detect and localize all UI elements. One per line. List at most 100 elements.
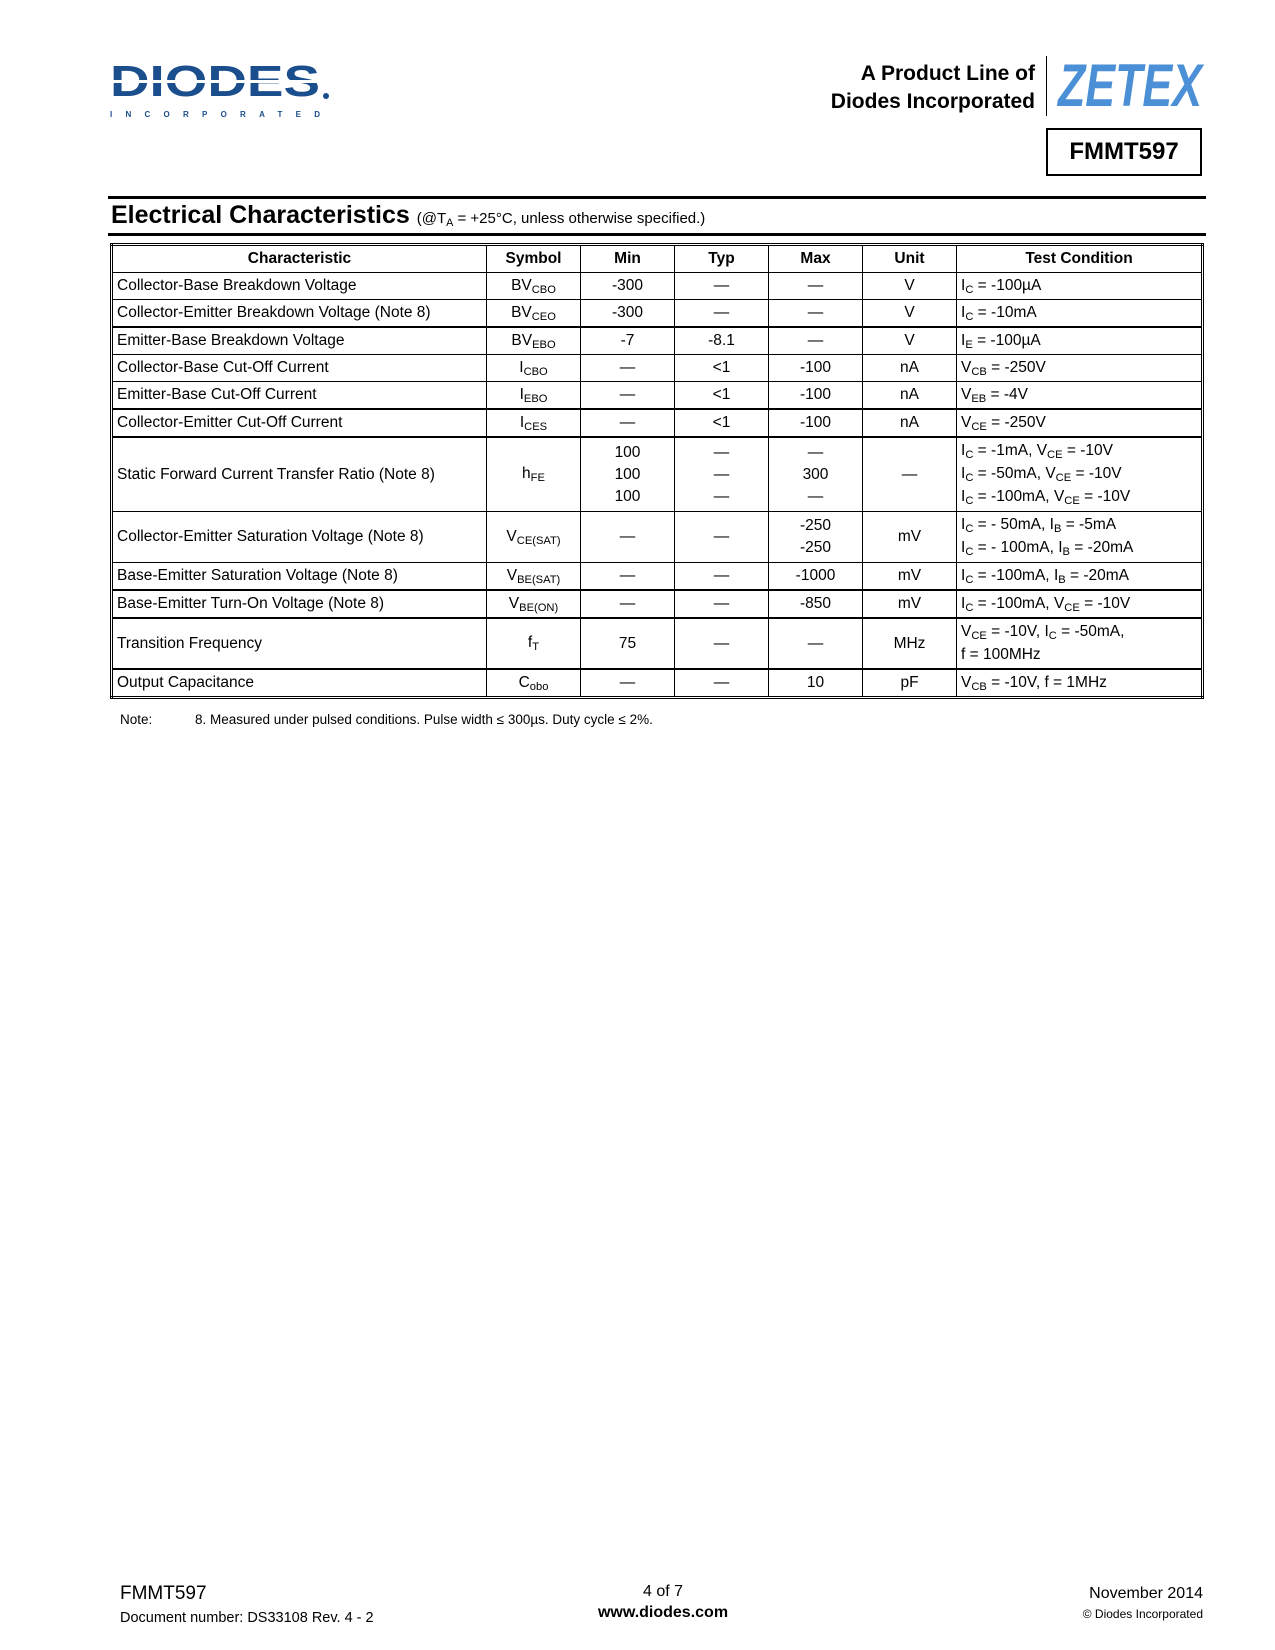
symbol-base: I — [961, 303, 966, 321]
symbol-subscript: CEO — [531, 310, 556, 323]
section-title-text: Electrical Characteristics — [111, 201, 410, 229]
bottom-rule — [108, 233, 1206, 236]
test-condition-cell: IE = -100µA — [956, 326, 1203, 355]
symbol-base: I — [519, 413, 525, 431]
unit-cell: — — [862, 436, 957, 512]
cell-value: -100 — [799, 414, 832, 431]
column-header: Characteristic — [111, 244, 487, 273]
test-condition-text: = - 50mA, — [973, 516, 1050, 533]
typ-cell: — — [674, 589, 769, 619]
characteristic-cell: Static Forward Current Transfer Ratio (N… — [111, 436, 487, 512]
cell-value: 100 — [614, 487, 641, 505]
test-condition-text: = -10V, f = 1MHz — [986, 673, 1107, 691]
min-cell: 100 100 100 — [580, 436, 675, 512]
max-cell: -100 — [768, 381, 863, 410]
table-row: Base-Emitter Saturation Voltage (Note 8)… — [111, 562, 1203, 591]
test-condition-cell: VCB = -250V — [956, 354, 1203, 382]
characteristic-cell: Output Capacitance — [111, 668, 487, 698]
min-cell: — — [580, 408, 675, 438]
symbol-subscript: CE — [971, 420, 987, 433]
symbol-subscript: BE(SAT) — [517, 573, 561, 586]
symbol-subscript: EBO — [523, 392, 548, 405]
unit-cell: mV — [862, 511, 957, 563]
test-condition-text: f = 100MHz — [961, 646, 1041, 663]
cell-value: -850 — [799, 595, 832, 612]
symbol-subscript: C — [965, 495, 974, 508]
test-condition-text: = -20mA — [1070, 539, 1134, 556]
typ-cell: — — [674, 668, 769, 698]
cell-value: 100 — [614, 443, 641, 461]
symbol-base: I — [961, 516, 966, 533]
symbol-base: I — [1053, 566, 1059, 584]
cell-value: — — [713, 567, 730, 584]
test-condition-cell: IC = -1mA, VCE = -10V IC = -50mA, VCE = -… — [956, 436, 1203, 512]
cell-value: -1000 — [795, 567, 836, 584]
test-condition-text: = -100µA — [972, 331, 1041, 349]
symbol-subscript: C — [965, 523, 974, 536]
test-condition-cell: VCE = -10V, IC = -50mA, f = 100MHz — [956, 617, 1203, 670]
electrical-characteristics-table: Characteristic Symbol Min Typ Max Unit Test Co… — [110, 243, 1204, 699]
table-header-row: Characteristic Symbol Min Typ Max Unit Test Co… — [111, 244, 1203, 273]
symbol-subscript: B — [1058, 573, 1066, 586]
symbol-subscript: CE — [1064, 495, 1080, 508]
cell-value: — — [619, 414, 636, 431]
symbol-base: V — [506, 566, 518, 584]
footer-part: FMMT597 — [120, 1583, 207, 1604]
cell-value: — — [807, 304, 824, 321]
cell-value: -250 — [799, 517, 832, 534]
table-row: Static Forward Current Transfer Ratio (N… — [111, 436, 1203, 512]
unit-cell: V — [862, 272, 957, 300]
symbol-cell: VCE(SAT) — [486, 511, 581, 563]
symbol-cell: fT — [486, 617, 581, 670]
test-condition-cell: IC = -10mA — [956, 299, 1203, 328]
min-cell: -300 — [580, 272, 675, 300]
symbol-subscript: C — [965, 546, 974, 559]
test-condition-cell: VCE = -250V — [956, 408, 1203, 438]
footer-website-link[interactable]: www.diodes.com — [597, 1604, 729, 1621]
symbol-cell: VBE(SAT) — [486, 562, 581, 591]
cell-value: -7 — [620, 332, 635, 349]
unit-cell: MHz — [862, 617, 957, 670]
characteristic-cell: Collector-Base Breakdown Voltage — [111, 272, 487, 300]
symbol-base: I — [961, 331, 966, 349]
unit-cell: V — [862, 326, 957, 355]
test-condition-line: IC = - 100mA, IB = -20mA — [961, 537, 1197, 560]
symbol-subscript: CE — [971, 630, 987, 643]
svg-text:INCORPORATED: INCORPORATED — [110, 110, 320, 119]
column-header: Min — [580, 244, 675, 273]
symbol-cell: ICES — [486, 408, 581, 438]
cell-value: — — [713, 277, 730, 294]
cell-value: -300 — [611, 277, 644, 294]
min-cell: — — [580, 562, 675, 591]
symbol-base: V — [961, 413, 972, 431]
symbol-base: I — [519, 385, 524, 403]
header-divider — [1046, 56, 1047, 116]
test-condition-line: VCB = -250V — [961, 358, 1197, 379]
symbol-subscript: C — [965, 449, 974, 462]
cell-value: -8.1 — [708, 332, 735, 349]
test-condition-text: = -5mA — [1061, 516, 1117, 533]
note: Note: 8. Measured under pulsed conditions… — [120, 711, 1204, 729]
test-condition-line: IC = -100mA, VCE = -10V — [961, 486, 1197, 509]
characteristic-cell: Emitter-Base Breakdown Voltage — [111, 326, 487, 355]
max-cell: — — [768, 299, 863, 328]
symbol-base: I — [961, 566, 966, 584]
symbol-base: V — [1053, 488, 1065, 505]
min-cell: — — [580, 589, 675, 619]
table-row: Collector-Base Breakdown Voltage BVCBO -30… — [111, 272, 1203, 300]
test-condition-text: = -10V, — [986, 623, 1045, 640]
unit-cell: pF — [862, 668, 957, 698]
column-header: Unit — [862, 244, 957, 273]
footer-page-number: 4 of 7 — [642, 1583, 684, 1600]
typ-cell: — — [674, 272, 769, 300]
test-condition-line: VCB = -10V, f = 1MHz — [961, 673, 1197, 694]
min-cell: — — [580, 668, 675, 698]
note-label: Note: — [120, 712, 153, 727]
test-condition-text: = -100µA — [973, 276, 1042, 294]
cell-value: — — [713, 304, 730, 321]
typ-cell: <1 — [674, 354, 769, 382]
min-cell: — — [580, 381, 675, 410]
characteristic-cell: Collector-Emitter Breakdown Voltage (Not… — [111, 299, 487, 328]
svg-text:ZETEX: ZETEX — [1057, 52, 1205, 116]
column-header: Test Condition — [956, 244, 1203, 273]
